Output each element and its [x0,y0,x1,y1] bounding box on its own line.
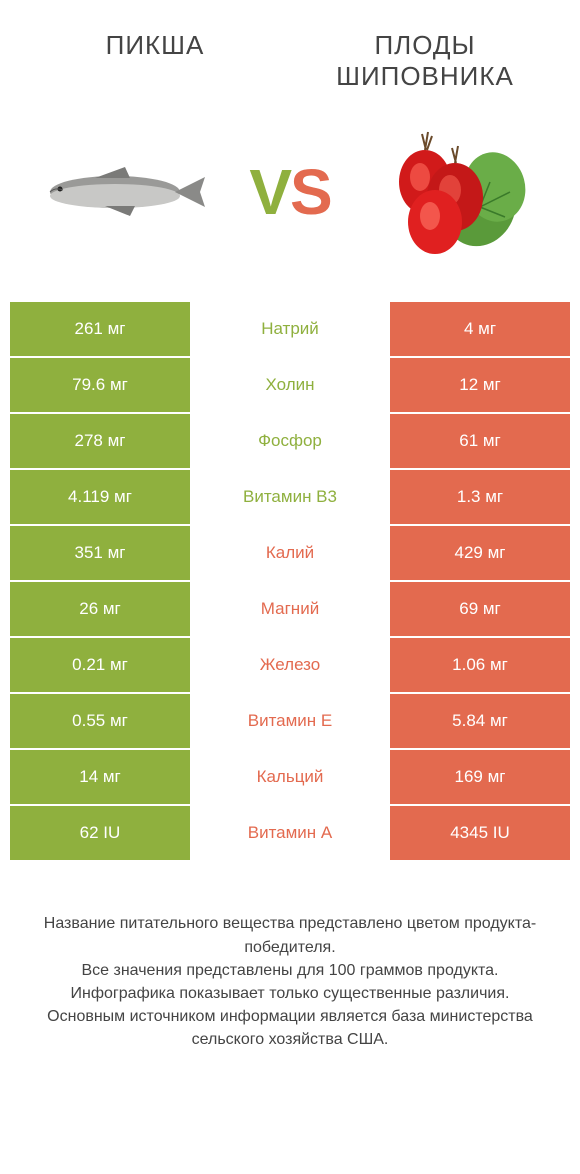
nutrient-label: Железо [190,638,390,692]
rosehip-icon [380,122,530,262]
table-row: 62 IUВитамин A4345 IU [10,806,570,860]
right-product-title: ПЛОДЫ ШИПОВНИКА [290,30,560,92]
left-value-cell: 261 мг [10,302,190,356]
nutrient-label: Магний [190,582,390,636]
footer-line: Название питательного вещества представл… [30,912,550,958]
right-value-cell: 169 мг [390,750,570,804]
right-value-cell: 69 мг [390,582,570,636]
left-value-cell: 0.55 мг [10,694,190,748]
right-value-cell: 4 мг [390,302,570,356]
nutrient-label: Фосфор [190,414,390,468]
left-value-cell: 79.6 мг [10,358,190,412]
right-value-cell: 5.84 мг [390,694,570,748]
table-row: 79.6 мгХолин12 мг [10,358,570,412]
fish-icon [35,162,215,222]
footer-line: Инфографика показывает только существенн… [30,982,550,1005]
vs-s-letter: S [290,156,331,228]
nutrient-label: Калий [190,526,390,580]
right-value-cell: 4345 IU [390,806,570,860]
table-row: 0.55 мгВитамин E5.84 мг [10,694,570,748]
table-row: 261 мгНатрий4 мг [10,302,570,356]
table-row: 26 мгМагний69 мг [10,582,570,636]
left-value-cell: 351 мг [10,526,190,580]
table-row: 278 мгФосфор61 мг [10,414,570,468]
left-value-cell: 62 IU [10,806,190,860]
nutrient-label: Натрий [190,302,390,356]
right-value-cell: 1.06 мг [390,638,570,692]
nutrient-label: Витамин B3 [190,470,390,524]
vs-v-letter: V [249,156,290,228]
left-value-cell: 26 мг [10,582,190,636]
footer-notes: Название питательного вещества представл… [0,862,580,1071]
left-product-title: ПИКША [20,30,290,61]
nutrient-label: Витамин E [190,694,390,748]
right-value-cell: 61 мг [390,414,570,468]
left-value-cell: 278 мг [10,414,190,468]
table-row: 4.119 мгВитамин B31.3 мг [10,470,570,524]
right-value-cell: 429 мг [390,526,570,580]
right-value-cell: 12 мг [390,358,570,412]
right-value-cell: 1.3 мг [390,470,570,524]
left-value-cell: 0.21 мг [10,638,190,692]
images-row: VS [0,92,580,302]
left-value-cell: 14 мг [10,750,190,804]
header: ПИКША ПЛОДЫ ШИПОВНИКА [0,0,580,92]
right-product-image [360,112,550,272]
vs-label: VS [230,155,350,229]
table-row: 0.21 мгЖелезо1.06 мг [10,638,570,692]
comparison-table: 261 мгНатрий4 мг79.6 мгХолин12 мг278 мгФ… [0,302,580,860]
table-row: 14 мгКальций169 мг [10,750,570,804]
nutrient-label: Холин [190,358,390,412]
left-value-cell: 4.119 мг [10,470,190,524]
nutrient-label: Витамин A [190,806,390,860]
left-product-image [30,112,220,272]
footer-line: Основным источником информации является … [30,1005,550,1051]
footer-line: Все значения представлены для 100 граммо… [30,959,550,982]
table-row: 351 мгКалий429 мг [10,526,570,580]
nutrient-label: Кальций [190,750,390,804]
